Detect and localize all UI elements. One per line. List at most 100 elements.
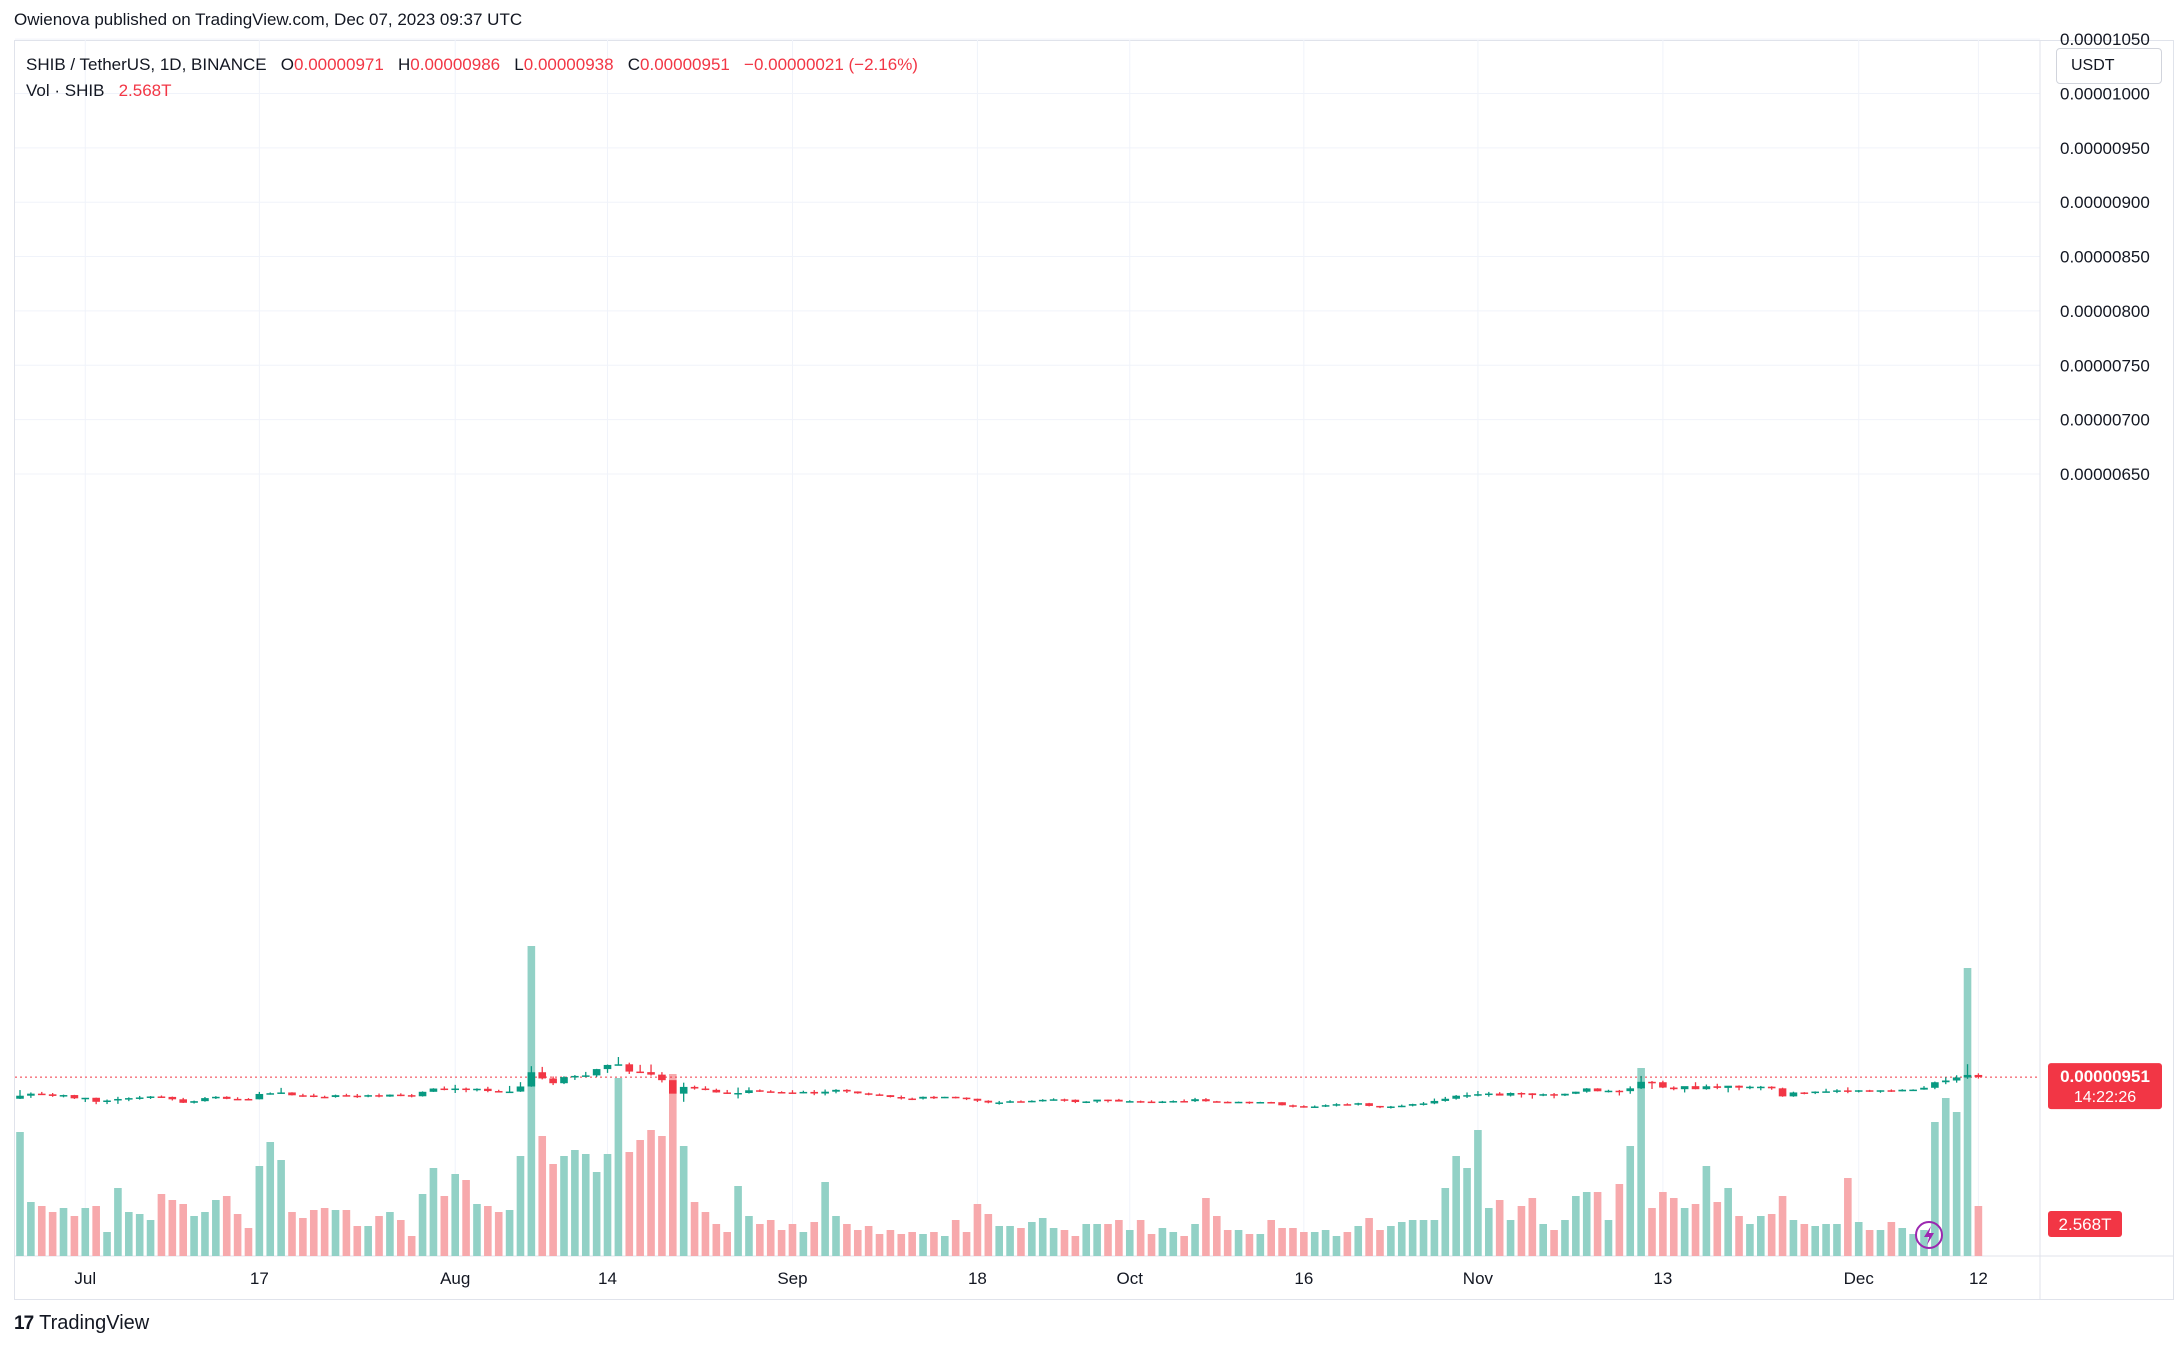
candle-body[interactable] [1397, 1105, 1406, 1108]
candle-body[interactable] [799, 1091, 808, 1094]
candle-body[interactable] [527, 1072, 536, 1087]
candle-body[interactable] [930, 1096, 938, 1099]
candle-body[interactable] [614, 1064, 623, 1066]
candle-body[interactable] [103, 1100, 111, 1102]
candle-body[interactable] [190, 1101, 198, 1103]
candle-body[interactable] [27, 1093, 35, 1096]
candle-body[interactable] [1637, 1081, 1645, 1089]
candle-body[interactable] [1234, 1101, 1243, 1104]
candle-body[interactable] [244, 1098, 253, 1101]
candle-body[interactable] [1310, 1106, 1319, 1108]
currency-button[interactable]: USDT [2056, 48, 2162, 84]
candle-body[interactable] [1735, 1085, 1743, 1088]
candle-body[interactable] [919, 1096, 927, 1099]
candle-body[interactable] [179, 1099, 187, 1103]
candle-body[interactable] [1169, 1101, 1178, 1103]
symbol-label[interactable]: SHIB / TetherUS, 1D, BINANCE [26, 55, 267, 74]
candle-body[interactable] [701, 1088, 710, 1091]
candle-body[interactable] [1017, 1101, 1025, 1103]
candle-body[interactable] [1300, 1106, 1308, 1108]
candle-body[interactable] [168, 1096, 177, 1100]
candle-body[interactable] [1572, 1091, 1580, 1094]
candle-body[interactable] [1789, 1092, 1798, 1097]
candle-body[interactable] [1941, 1080, 1950, 1083]
candle-body[interactable] [353, 1095, 362, 1098]
candle-body[interactable] [679, 1086, 688, 1094]
candle-body[interactable] [1952, 1077, 1961, 1081]
candle-body[interactable] [146, 1096, 155, 1098]
candle-body[interactable] [364, 1095, 372, 1097]
candle-body[interactable] [581, 1075, 590, 1077]
candle-body[interactable] [538, 1072, 547, 1079]
candle-body[interactable] [1158, 1101, 1167, 1103]
candle-body[interactable] [1452, 1095, 1460, 1099]
candle-body[interactable] [1713, 1086, 1722, 1088]
candle-body[interactable] [1485, 1093, 1493, 1096]
candle-body[interactable] [571, 1075, 579, 1078]
candle-body[interactable] [723, 1092, 731, 1094]
candle-body[interactable] [451, 1088, 459, 1091]
candle-body[interactable] [288, 1092, 296, 1096]
candle-body[interactable] [462, 1088, 470, 1091]
candle-body[interactable] [810, 1091, 819, 1094]
candle-body[interactable] [1604, 1090, 1613, 1093]
candle-body[interactable] [734, 1092, 742, 1095]
candle-body[interactable] [647, 1072, 655, 1075]
candle-body[interactable] [1800, 1092, 1809, 1094]
candle-body[interactable] [1180, 1101, 1188, 1103]
candle-body[interactable] [1517, 1092, 1526, 1095]
candle-body[interactable] [1408, 1104, 1417, 1106]
candle-body[interactable] [821, 1091, 829, 1094]
candle-body[interactable] [135, 1097, 144, 1099]
candle-body[interactable] [1376, 1105, 1384, 1108]
candle-body[interactable] [1680, 1086, 1689, 1090]
candle-body[interactable] [853, 1091, 862, 1094]
candle-body[interactable] [941, 1096, 949, 1099]
candle-body[interactable] [1038, 1099, 1047, 1102]
candle-body[interactable] [37, 1093, 46, 1096]
candle-body[interactable] [864, 1093, 873, 1095]
candle-body[interactable] [1202, 1099, 1210, 1102]
candle-body[interactable] [1115, 1099, 1123, 1102]
candle-body[interactable] [603, 1064, 612, 1070]
candle-body[interactable] [843, 1089, 851, 1092]
candle-body[interactable] [1876, 1090, 1885, 1092]
candle-body[interactable] [331, 1095, 340, 1098]
candle-body[interactable] [1648, 1081, 1656, 1084]
candle-body[interactable] [1778, 1088, 1787, 1097]
candle-body[interactable] [386, 1094, 394, 1097]
candle-body[interactable] [1430, 1100, 1439, 1104]
candle-body[interactable] [1920, 1087, 1928, 1090]
candle-body[interactable] [1223, 1101, 1232, 1104]
candle-body[interactable] [560, 1077, 568, 1084]
candle-body[interactable] [886, 1095, 895, 1098]
candle-body[interactable] [1104, 1099, 1112, 1102]
candle-body[interactable] [1245, 1101, 1254, 1104]
candle-body[interactable] [1321, 1105, 1330, 1107]
candle-body[interactable] [1854, 1090, 1863, 1092]
candle-body[interactable] [157, 1096, 166, 1098]
candle-body[interactable] [1865, 1090, 1874, 1092]
candle-body[interactable] [973, 1098, 982, 1101]
candle-body[interactable] [1332, 1104, 1341, 1106]
candle-body[interactable] [309, 1095, 318, 1097]
candle-body[interactable] [592, 1069, 601, 1076]
candle-body[interactable] [777, 1092, 786, 1094]
candle-body[interactable] [1539, 1094, 1547, 1096]
candle-body[interactable] [549, 1078, 557, 1084]
footer-brand[interactable]: 17 TradingView [14, 1312, 149, 1335]
candle-body[interactable] [1256, 1102, 1265, 1104]
candle-body[interactable] [1909, 1089, 1917, 1092]
candle-body[interactable] [16, 1095, 24, 1099]
candle-body[interactable] [1093, 1099, 1101, 1102]
candle-body[interactable] [1593, 1088, 1602, 1092]
candle-body[interactable] [212, 1096, 220, 1099]
candle-body[interactable] [429, 1088, 438, 1092]
candle-body[interactable] [505, 1091, 514, 1094]
candle-body[interactable] [1495, 1093, 1504, 1096]
candle-body[interactable] [1669, 1087, 1678, 1090]
candle-body[interactable] [59, 1095, 68, 1097]
candle-body[interactable] [222, 1096, 231, 1099]
candle-body[interactable] [690, 1086, 699, 1089]
candle-body[interactable] [745, 1090, 753, 1093]
